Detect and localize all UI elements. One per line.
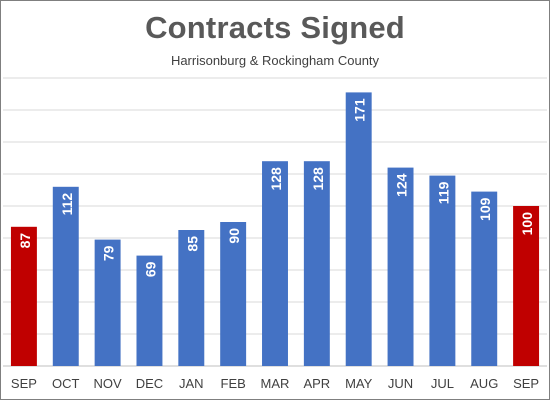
data-labels: 87 112 79 69 85 90 128 128 171 124 119 109 100 xyxy=(17,98,535,277)
bar xyxy=(471,191,498,366)
data-label: 128 xyxy=(310,167,326,191)
x-tick-label: OCT xyxy=(52,376,80,391)
bar xyxy=(262,161,288,366)
data-label: 100 xyxy=(519,212,535,236)
x-tick-label: JUL xyxy=(431,376,454,391)
bar xyxy=(345,92,372,367)
x-tick-label: SEP xyxy=(513,376,539,391)
data-label: 69 xyxy=(142,261,158,277)
bar xyxy=(178,230,205,366)
bar xyxy=(10,226,37,366)
data-label: 171 xyxy=(352,98,368,122)
x-axis-ticks: SEP OCT NOV DEC JAN FEB MAR APR MAY JUN JUL AUG SEP xyxy=(11,376,539,391)
x-tick-label: JUN xyxy=(388,376,413,391)
x-tick-label: DEC xyxy=(136,376,163,391)
bar xyxy=(303,161,330,366)
bar xyxy=(220,222,247,366)
data-label: 79 xyxy=(101,245,117,261)
x-tick-label: APR xyxy=(303,376,330,391)
data-label: 119 xyxy=(435,181,451,204)
x-tick-label: FEB xyxy=(221,376,246,391)
x-tick-label: JAN xyxy=(179,376,204,391)
x-tick-label: AUG xyxy=(470,376,498,391)
bar xyxy=(429,175,456,366)
data-label: 112 xyxy=(59,193,75,216)
bar xyxy=(513,206,540,366)
bar xyxy=(94,239,121,366)
x-tick-label: MAR xyxy=(261,376,290,391)
bar xyxy=(387,167,414,366)
chart-title: Contracts Signed xyxy=(145,10,405,45)
x-tick-label: MAY xyxy=(345,376,373,391)
data-label: 124 xyxy=(394,173,410,197)
data-label: 87 xyxy=(17,233,33,249)
data-label: 85 xyxy=(184,236,200,252)
bar xyxy=(136,255,163,366)
x-tick-label: NOV xyxy=(94,376,123,391)
bars xyxy=(10,92,540,367)
data-label: 109 xyxy=(477,197,493,221)
bar xyxy=(52,186,79,366)
x-tick-label: SEP xyxy=(11,376,37,391)
data-label: 90 xyxy=(226,228,242,244)
data-label: 128 xyxy=(268,167,284,191)
chart-subtitle: Harrisonburg & Rockingham County xyxy=(170,53,380,68)
